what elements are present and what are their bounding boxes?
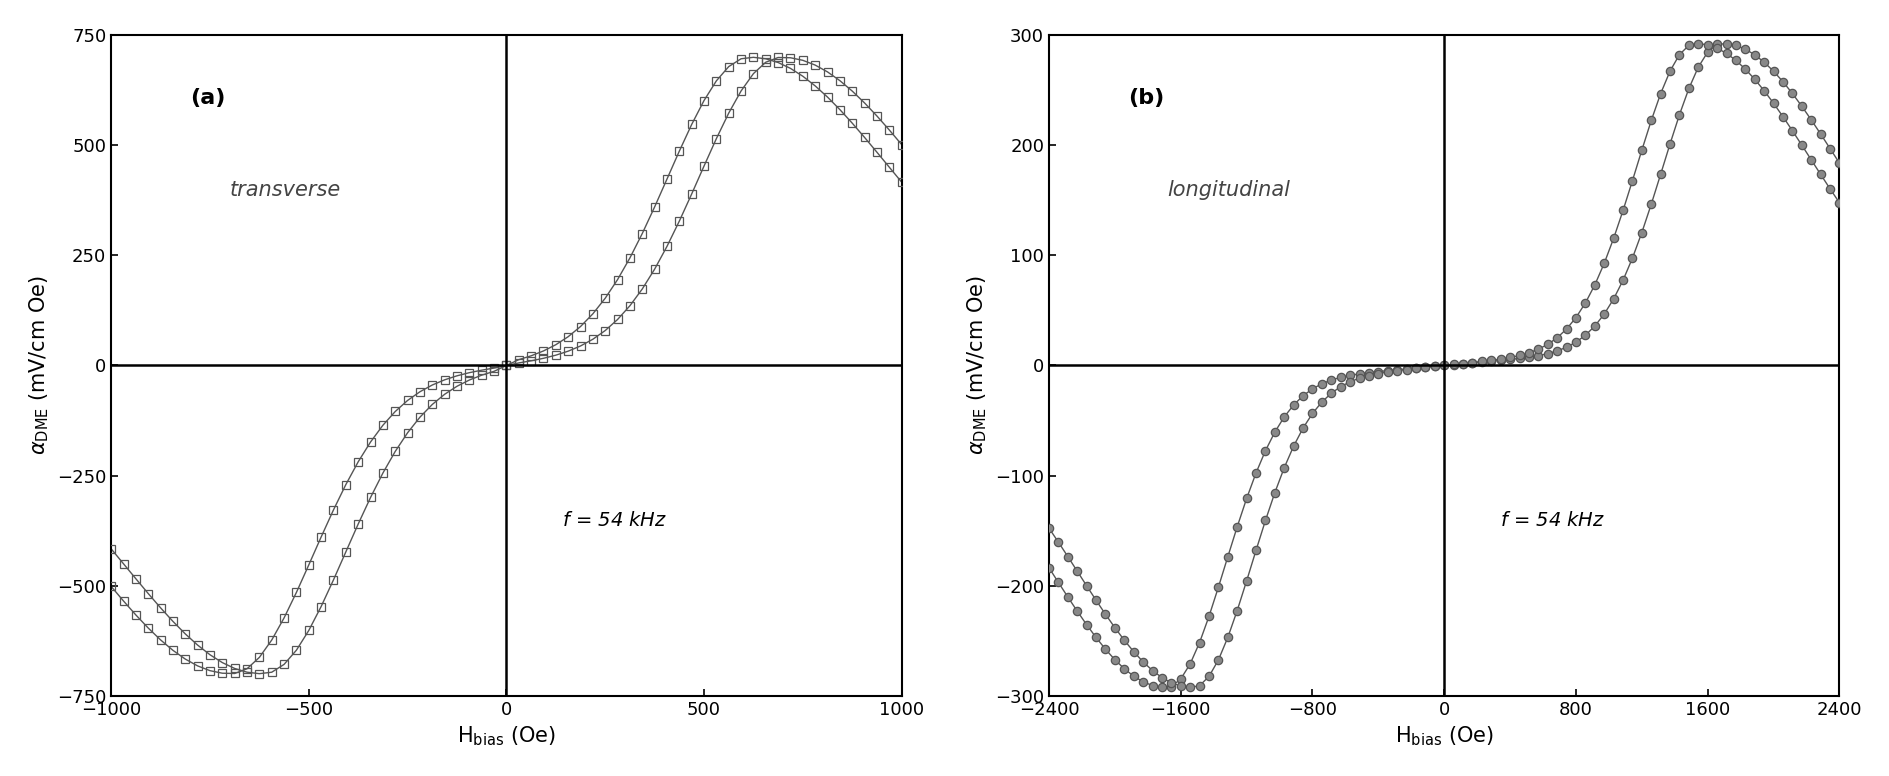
Text: $f$ = 54 kHz: $f$ = 54 kHz [1498, 511, 1604, 530]
Text: $f$ = 54 kHz: $f$ = 54 kHz [561, 511, 667, 530]
Text: longitudinal: longitudinal [1167, 180, 1290, 200]
X-axis label: H$_{\rm bias}$ (Oe): H$_{\rm bias}$ (Oe) [1394, 725, 1492, 748]
Y-axis label: $\alpha_{\rm DME}$ (mV/cm Oe): $\alpha_{\rm DME}$ (mV/cm Oe) [28, 275, 51, 456]
Text: (a): (a) [191, 88, 225, 108]
Y-axis label: $\alpha_{\rm DME}$ (mV/cm Oe): $\alpha_{\rm DME}$ (mV/cm Oe) [965, 275, 990, 456]
Text: (b): (b) [1128, 88, 1164, 108]
X-axis label: H$_{\rm bias}$ (Oe): H$_{\rm bias}$ (Oe) [457, 725, 555, 748]
Text: transverse: transverse [230, 180, 340, 200]
